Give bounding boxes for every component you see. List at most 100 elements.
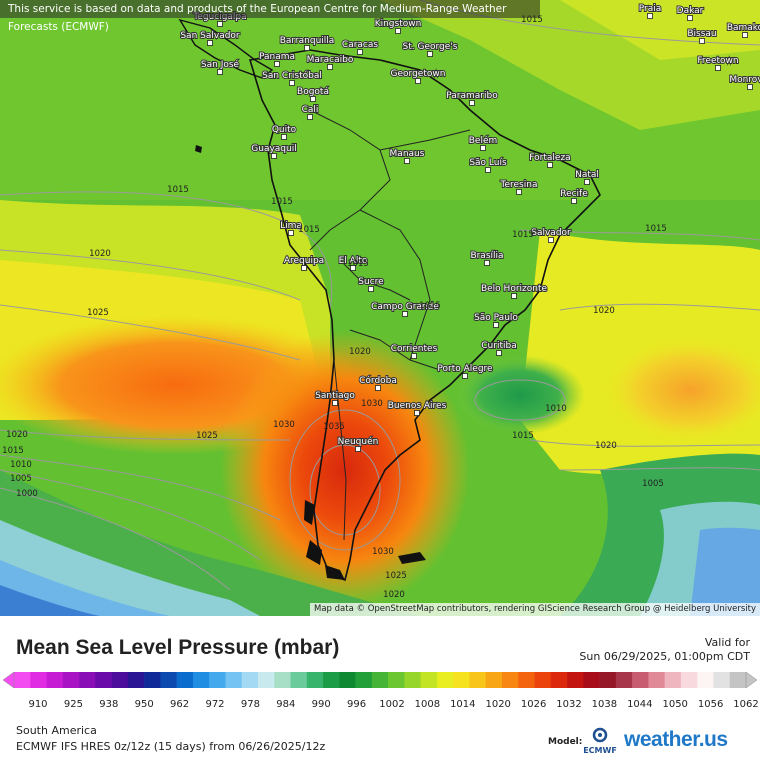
city-marker[interactable]: Lima bbox=[279, 220, 303, 236]
scale-swatch bbox=[713, 672, 731, 688]
city-marker[interactable]: São Paulo bbox=[473, 312, 519, 328]
city-marker[interactable]: Belém bbox=[468, 134, 498, 151]
scale-swatch bbox=[371, 672, 389, 688]
valid-time: Sun 06/29/2025, 01:00pm CDT bbox=[579, 650, 750, 663]
city-marker[interactable]: Sucre bbox=[357, 276, 385, 292]
city-label: El Alto bbox=[339, 256, 368, 266]
chile-islands bbox=[195, 145, 426, 580]
scale-tick-label: 962 bbox=[170, 699, 189, 708]
isobar-value-label: 1015 bbox=[419, 301, 441, 311]
city-marker[interactable]: Paramaribo bbox=[445, 90, 499, 106]
city-label: Salvador bbox=[531, 228, 571, 238]
south-atlantic-low-blue bbox=[690, 527, 760, 616]
city-marker[interactable]: Bissau bbox=[686, 28, 718, 44]
city-dot-icon bbox=[516, 189, 522, 195]
city-dot-icon bbox=[304, 45, 310, 51]
city-marker[interactable]: Belo Horizonte bbox=[480, 283, 548, 299]
city-marker[interactable]: Guayaquil bbox=[250, 143, 298, 159]
city-marker[interactable]: Manaus bbox=[389, 148, 426, 164]
scale-left-arrow bbox=[2, 671, 15, 689]
city-label: Porto Alegre bbox=[437, 364, 493, 374]
city-dot-icon bbox=[699, 38, 705, 44]
city-dot-icon bbox=[747, 84, 753, 90]
isobar-value-label: 1015 bbox=[271, 197, 293, 207]
city-marker[interactable]: São Luís bbox=[468, 157, 508, 173]
scale-swatch bbox=[274, 672, 291, 688]
ecmwf-logo-icon[interactable]: ECMWF bbox=[580, 726, 620, 756]
city-marker[interactable]: Campo Grande bbox=[370, 301, 440, 317]
city-marker[interactable]: Caracas bbox=[341, 39, 379, 55]
city-marker[interactable]: Recife bbox=[559, 188, 589, 204]
city-marker[interactable]: El Alto bbox=[338, 255, 369, 271]
city-dot-icon bbox=[687, 15, 693, 21]
city-marker[interactable]: Panama bbox=[258, 51, 296, 67]
scale-tick-labels: 910 925 938 950 962 972 978 984 990 996 1002 1008 10… bbox=[28, 699, 758, 708]
city-dot-icon bbox=[368, 286, 374, 292]
city-marker[interactable]: San Salvador bbox=[179, 30, 241, 46]
scale-swatch bbox=[290, 672, 308, 688]
city-marker[interactable]: Santiago bbox=[314, 390, 356, 406]
isobar-value-label: 1015 bbox=[521, 15, 543, 25]
city-marker[interactable]: San José bbox=[200, 58, 241, 75]
city-marker[interactable]: Teresina bbox=[499, 179, 538, 195]
city-marker[interactable]: St. George's bbox=[402, 41, 459, 57]
city-marker[interactable]: Praia bbox=[638, 3, 662, 19]
scale-swatch bbox=[339, 672, 356, 688]
city-dot-icon bbox=[281, 134, 287, 140]
isobar-value-label: 1020 bbox=[6, 430, 28, 440]
scale-swatch bbox=[144, 672, 161, 688]
scale-swatch bbox=[583, 672, 600, 688]
city-dot-icon bbox=[289, 80, 295, 86]
city-label: Monrovia bbox=[729, 75, 760, 85]
city-marker[interactable]: Arequipa bbox=[283, 255, 325, 271]
isobar-value-label: 1010 bbox=[545, 404, 567, 414]
scale-swatch bbox=[469, 672, 487, 688]
map-attribution[interactable]: Map data © OpenStreetMap contributors, r… bbox=[310, 603, 760, 616]
city-label: Lima bbox=[280, 221, 302, 231]
city-label: Buenos Aires bbox=[388, 401, 447, 411]
scale-swatch bbox=[209, 672, 226, 688]
city-dot-icon bbox=[647, 13, 653, 19]
city-dot-icon bbox=[402, 311, 408, 317]
city-label: Paramaribo bbox=[446, 91, 498, 101]
city-marker[interactable]: Quito bbox=[271, 124, 298, 140]
city-marker[interactable]: Georgetown bbox=[390, 68, 446, 84]
city-marker[interactable]: Curitiba bbox=[480, 340, 518, 356]
weather-us-logo[interactable]: weather.us bbox=[624, 728, 728, 751]
city-dot-icon bbox=[310, 96, 316, 102]
scale-tick-label: 950 bbox=[135, 699, 154, 708]
city-marker[interactable]: Dakar bbox=[676, 5, 705, 21]
city-marker[interactable]: Freetown bbox=[696, 55, 740, 71]
city-marker[interactable]: Bogotá bbox=[296, 86, 330, 102]
city-marker[interactable]: Brasília bbox=[469, 250, 505, 266]
city-marker[interactable]: Monrovia bbox=[728, 74, 760, 90]
city-marker[interactable]: Bamako bbox=[726, 22, 760, 38]
isobar-value-label: 1015 bbox=[512, 230, 534, 240]
pressure-map[interactable]: TegucigalpaSan SalvadorKingstownBarranqu… bbox=[0, 0, 760, 616]
city-marker[interactable]: Natal bbox=[574, 169, 600, 185]
city-label: Natal bbox=[575, 170, 599, 180]
city-dot-icon bbox=[547, 162, 553, 168]
city-label: Praia bbox=[639, 4, 662, 14]
scale-tick-label: 910 bbox=[28, 699, 47, 708]
city-marker[interactable]: Maracaibo bbox=[306, 54, 355, 70]
city-marker[interactable]: Kingstown bbox=[374, 18, 422, 34]
scale-tick-label: 1026 bbox=[521, 699, 546, 708]
city-label: Recife bbox=[560, 189, 588, 199]
city-marker[interactable]: Porto Alegre bbox=[436, 363, 494, 379]
scale-swatch bbox=[79, 672, 96, 688]
city-marker[interactable]: Barranquilla bbox=[279, 35, 335, 51]
city-label: Guayaquil bbox=[251, 144, 296, 154]
city-marker[interactable]: Corrientes bbox=[390, 343, 439, 359]
scale-swatch bbox=[615, 672, 633, 688]
city-marker[interactable]: Buenos Aires bbox=[387, 400, 448, 416]
city-marker[interactable]: Neuquén bbox=[337, 435, 379, 452]
model-label: Model: bbox=[548, 737, 583, 747]
city-marker[interactable]: Fortaleza bbox=[528, 152, 572, 168]
city-marker[interactable]: Córdoba bbox=[358, 374, 398, 391]
city-marker[interactable]: Salvador bbox=[530, 227, 572, 243]
isobar-value-label: 1020 bbox=[593, 306, 615, 316]
country-borders bbox=[309, 109, 471, 541]
city-marker[interactable]: San Cristóbal bbox=[261, 69, 323, 86]
city-marker[interactable]: Cali bbox=[301, 104, 319, 120]
